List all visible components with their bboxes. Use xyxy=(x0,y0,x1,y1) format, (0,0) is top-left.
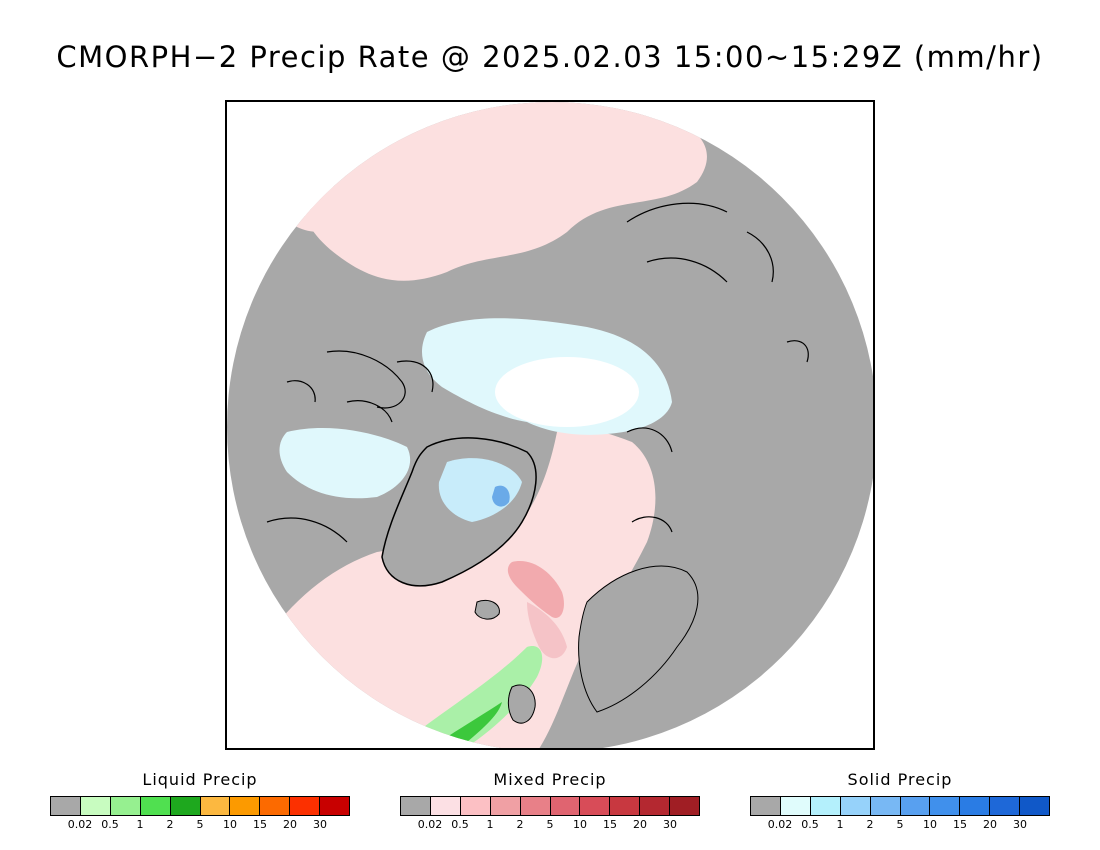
legend-tick-label: 0.5 xyxy=(451,818,469,831)
legend-tick-label: 30 xyxy=(1013,818,1027,831)
legend-swatch xyxy=(580,797,611,815)
legend-swatch xyxy=(140,797,171,815)
legend-tick-label: 20 xyxy=(633,818,647,831)
legend-mixed: Mixed Precip 0.02 0.5 1 2 5 10 15 20 30 xyxy=(400,770,700,832)
iceland xyxy=(474,599,500,620)
legend-swatch xyxy=(751,797,781,815)
legend-ticks: 0.02 0.5 1 2 5 10 15 20 30 xyxy=(50,816,350,832)
legend-tick-label: 20 xyxy=(983,818,997,831)
legend-tick-label: 10 xyxy=(573,818,587,831)
mixed-precip-band xyxy=(527,602,567,659)
polar-map xyxy=(227,102,873,748)
legend-swatch xyxy=(840,797,871,815)
legend-title: Mixed Precip xyxy=(493,770,607,789)
legend-swatch xyxy=(110,797,141,815)
legend-ticks: 0.02 0.5 1 2 5 10 15 20 30 xyxy=(400,816,700,832)
polar-no-data xyxy=(495,357,639,427)
map-title: CMORPH−2 Precip Rate @ 2025.02.03 15:00~… xyxy=(56,40,1044,74)
legend-swatches xyxy=(400,796,700,816)
legend-tick-label: 0.02 xyxy=(67,818,93,831)
legend-swatch xyxy=(290,797,321,815)
legend-tick-label: 30 xyxy=(663,818,677,831)
legend-tick-label: 5 xyxy=(896,818,904,831)
legend-swatch xyxy=(810,797,841,815)
legend-swatch xyxy=(960,797,991,815)
legend-liquid: Liquid Precip 0.02 0.5 1 2 5 10 15 20 30 xyxy=(50,770,350,832)
legend-swatch xyxy=(170,797,201,815)
legend-swatch xyxy=(1020,797,1050,815)
legend-swatch xyxy=(401,797,431,815)
legend-swatch xyxy=(260,797,291,815)
legend-tick-label: 2 xyxy=(866,818,874,831)
legend-tick-label: 10 xyxy=(223,818,237,831)
mixed-precip-moderate xyxy=(507,561,564,618)
legend-tick-label: 1 xyxy=(136,818,144,831)
mixed-precip-area-north xyxy=(300,102,707,281)
legend-tick-label: 2 xyxy=(166,818,174,831)
legend-swatch xyxy=(930,797,961,815)
legend-tick-label: 0.5 xyxy=(101,818,119,831)
coastlines xyxy=(266,202,809,543)
legend-tick-label: 30 xyxy=(313,818,327,831)
liquid-precip-heavy xyxy=(447,702,502,742)
legend-swatch xyxy=(640,797,671,815)
legend-swatches xyxy=(750,796,1050,816)
legend-swatch xyxy=(430,797,461,815)
legend-swatch xyxy=(520,797,551,815)
legend-swatch xyxy=(51,797,81,815)
legend-tick-label: 15 xyxy=(603,818,617,831)
legend-tick-label: 15 xyxy=(253,818,267,831)
british-isles xyxy=(507,684,536,724)
legend-swatch xyxy=(550,797,581,815)
legend-tick-label: 2 xyxy=(516,818,524,831)
legend-tick-label: 20 xyxy=(283,818,297,831)
legend-tick-label: 0.5 xyxy=(801,818,819,831)
legend-swatch xyxy=(870,797,901,815)
legend-swatch xyxy=(230,797,261,815)
map-frame xyxy=(225,100,875,750)
solid-precip-blue-patch xyxy=(492,485,510,507)
legend-swatch xyxy=(900,797,931,815)
legend-swatch xyxy=(80,797,111,815)
legend-title: Liquid Precip xyxy=(142,770,258,789)
legend-swatch xyxy=(320,797,350,815)
solid-precip-canada xyxy=(279,427,411,499)
liquid-precip-band xyxy=(417,646,543,748)
legend-swatch xyxy=(610,797,641,815)
legend-solid: Solid Precip 0.02 0.5 1 2 5 10 15 20 30 xyxy=(750,770,1050,832)
legend-tick-label: 10 xyxy=(923,818,937,831)
legend-swatch xyxy=(200,797,231,815)
legend-swatch xyxy=(670,797,700,815)
legend-swatch xyxy=(990,797,1021,815)
legend-swatch xyxy=(490,797,521,815)
legend-tick-label: 1 xyxy=(836,818,844,831)
legend-swatch xyxy=(460,797,491,815)
legend-tick-label: 0.02 xyxy=(417,818,443,831)
legend-tick-label: 5 xyxy=(546,818,554,831)
legend-tick-label: 0.02 xyxy=(767,818,793,831)
legend-tick-label: 1 xyxy=(486,818,494,831)
legend-swatch xyxy=(780,797,811,815)
legend-ticks: 0.02 0.5 1 2 5 10 15 20 30 xyxy=(750,816,1050,832)
legend-tick-label: 15 xyxy=(953,818,967,831)
scandinavia-landmass xyxy=(578,565,699,713)
legend-tick-label: 5 xyxy=(196,818,204,831)
legend-title: Solid Precip xyxy=(847,770,953,789)
legend-swatches xyxy=(50,796,350,816)
